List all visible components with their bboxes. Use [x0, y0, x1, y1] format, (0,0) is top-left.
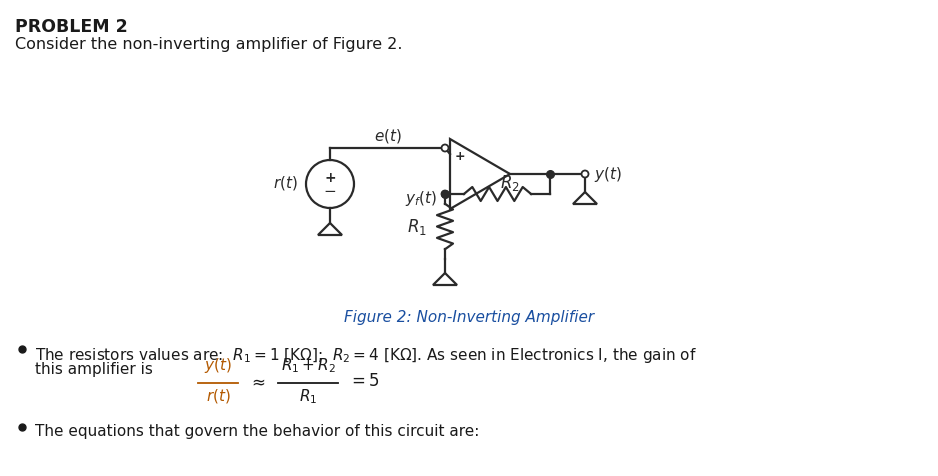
Text: Consider the non-inverting amplifier of Figure 2.: Consider the non-inverting amplifier of …: [15, 37, 402, 52]
Text: $=5$: $=5$: [348, 371, 380, 389]
Text: $r(t)$: $r(t)$: [205, 386, 231, 404]
Text: $R_2$: $R_2$: [500, 173, 520, 193]
Text: $e(t)$: $e(t)$: [373, 127, 401, 145]
Text: $R_1$: $R_1$: [299, 386, 317, 405]
Text: −: −: [324, 184, 337, 199]
Text: The resistors values are:  $R_1 =1$ [K$\Omega$];  $R_2 = 4$ [K$\Omega$]. As seen: The resistors values are: $R_1 =1$ [K$\O…: [35, 345, 697, 364]
Text: $\approx$: $\approx$: [248, 371, 265, 389]
Circle shape: [442, 191, 448, 198]
Text: $R_1+R_2$: $R_1+R_2$: [280, 356, 336, 374]
Text: Figure 2: Non-Inverting Amplifier: Figure 2: Non-Inverting Amplifier: [344, 309, 594, 324]
Text: PROBLEM 2: PROBLEM 2: [15, 18, 128, 36]
Text: −: −: [455, 187, 465, 200]
Text: $r(t)$: $r(t)$: [273, 174, 298, 192]
Text: +: +: [325, 170, 336, 185]
Circle shape: [582, 171, 588, 178]
Text: $y(t)$: $y(t)$: [204, 355, 232, 374]
Text: +: +: [455, 149, 465, 162]
Text: $y_f(t)$: $y_f(t)$: [405, 188, 437, 207]
Text: The equations that govern the behavior of this circuit are:: The equations that govern the behavior o…: [35, 423, 479, 438]
Circle shape: [442, 145, 448, 152]
Text: $y(t)$: $y(t)$: [594, 165, 622, 184]
Text: $R_1$: $R_1$: [407, 217, 427, 237]
Text: this amplifier is: this amplifier is: [35, 361, 158, 376]
